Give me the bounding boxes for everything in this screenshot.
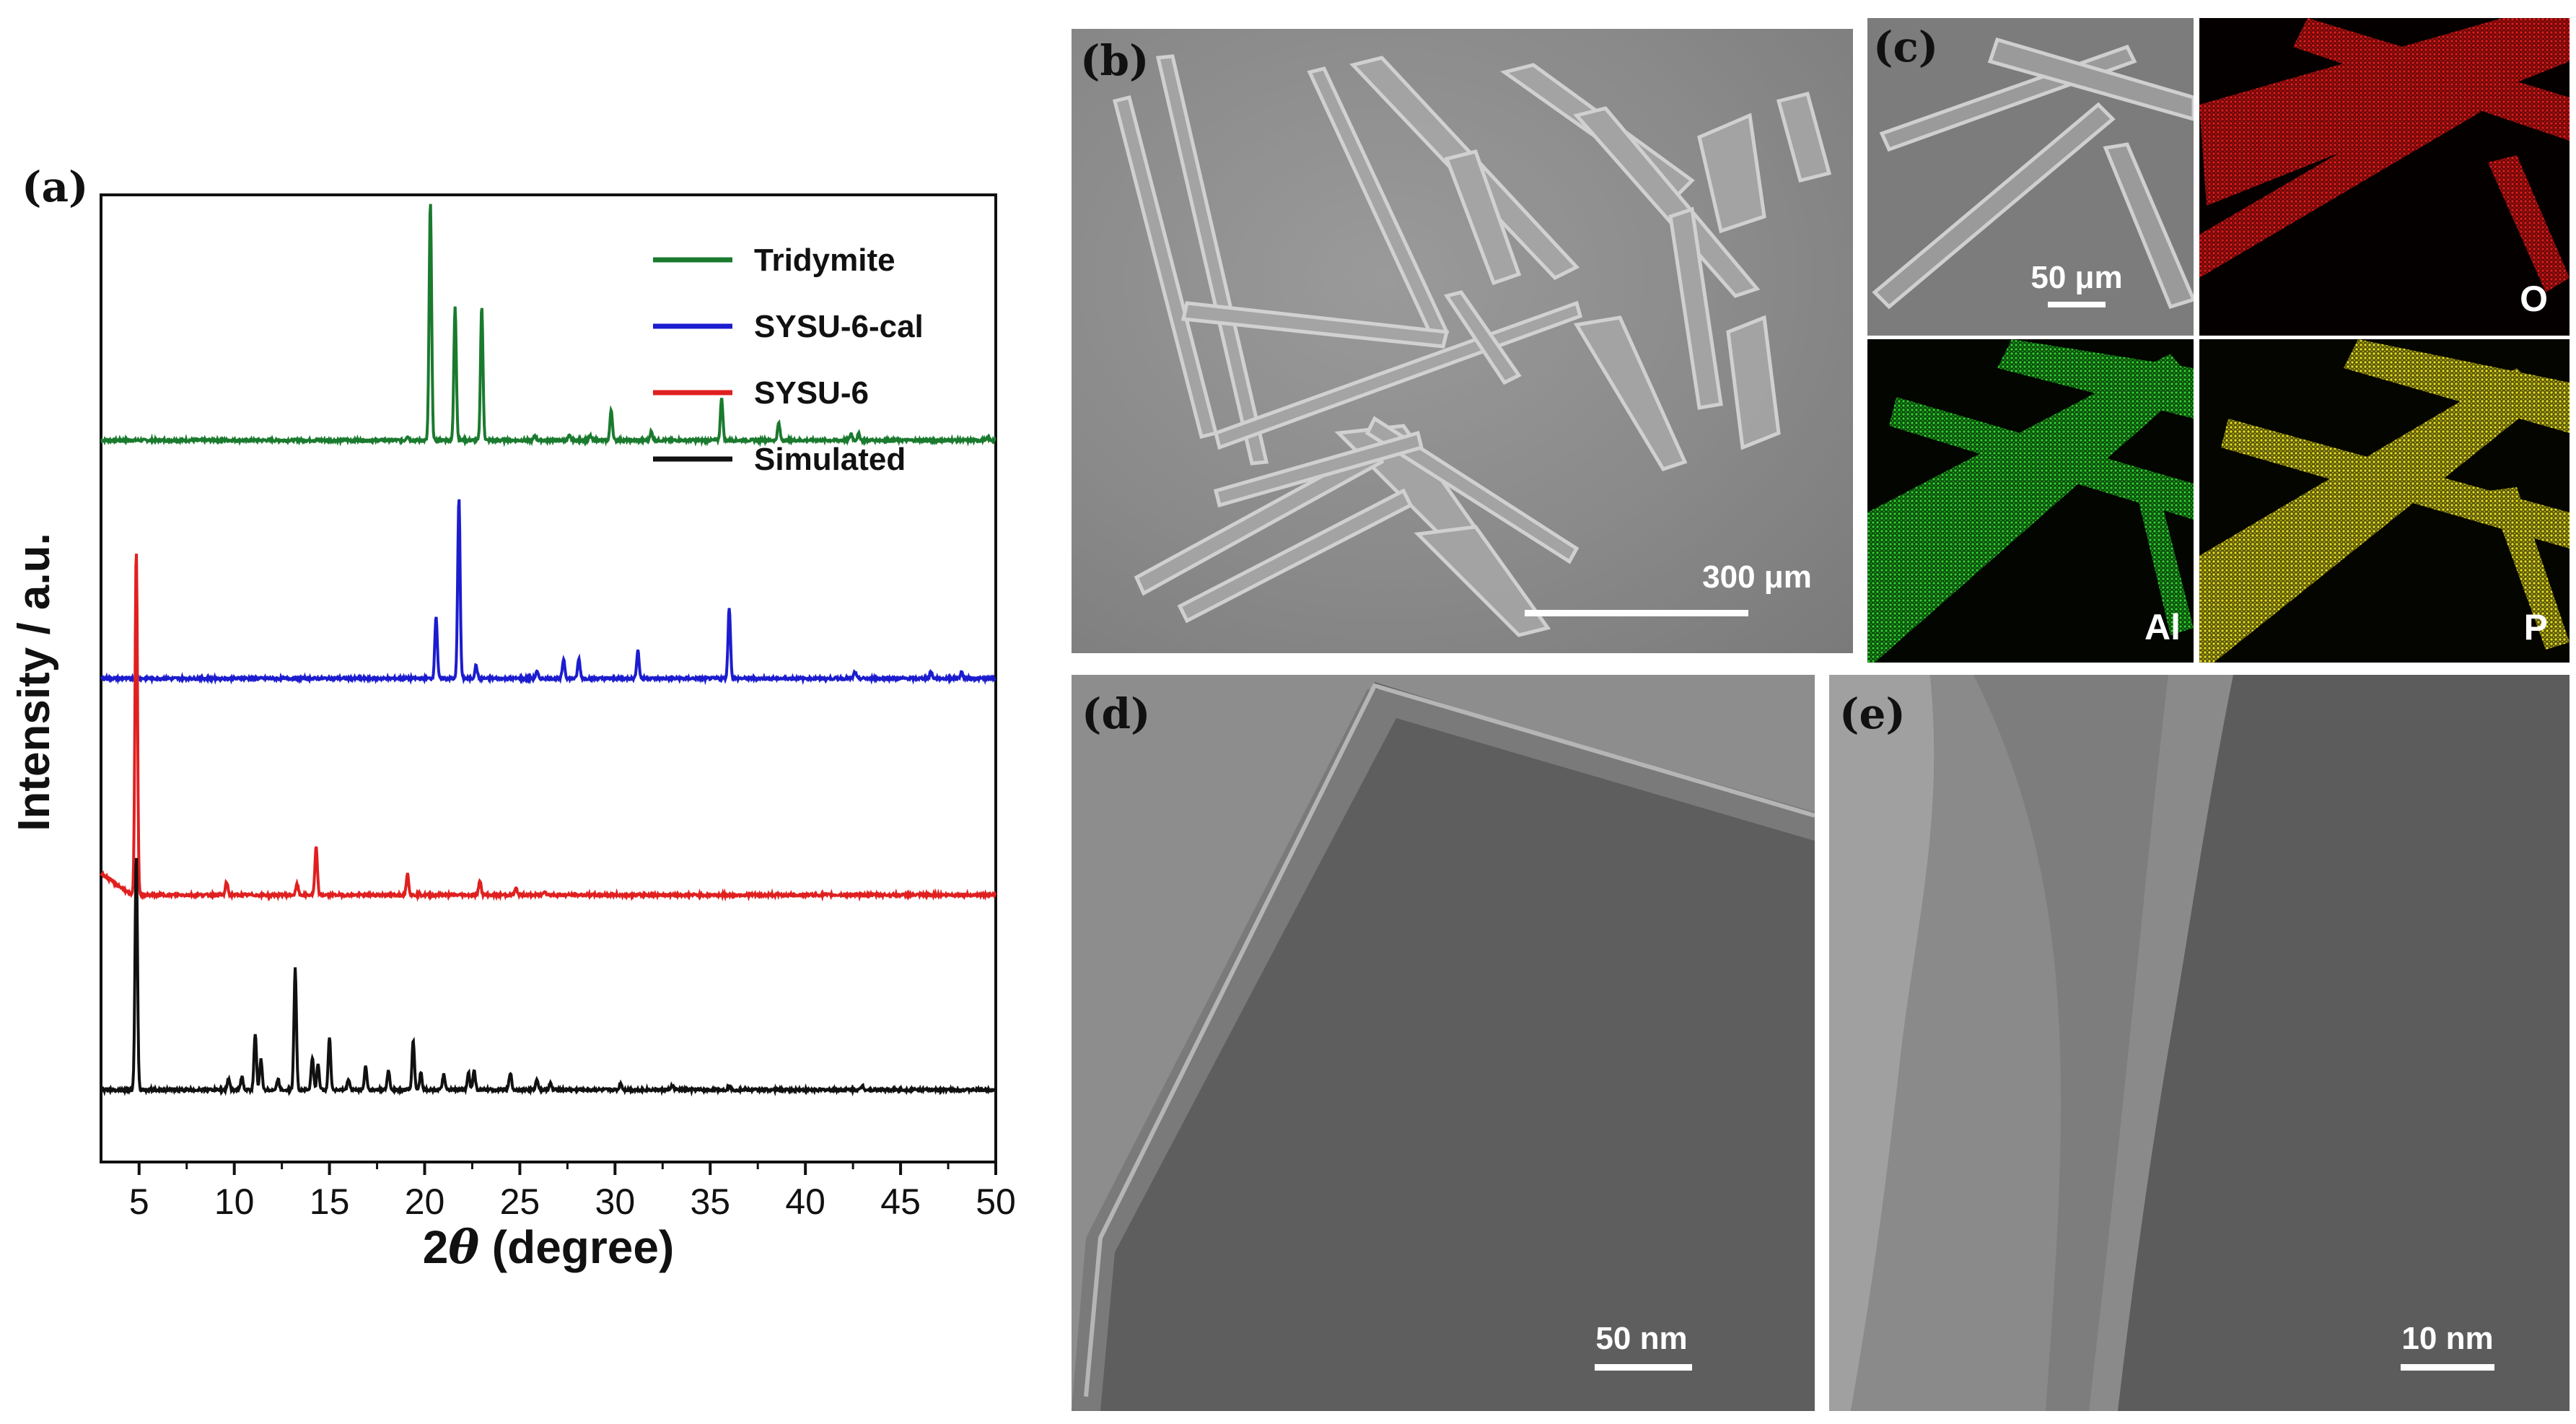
scale-bar-d	[1595, 1364, 1692, 1371]
eds-label-oxygen: O	[2520, 279, 2548, 319]
eds-map-phosphorus: P	[2199, 339, 2570, 663]
y-axis-label: Intensity / a.u.	[9, 533, 59, 831]
sem-image-panel: (b) 300 μm	[1072, 29, 1853, 653]
chart-ticks: 5 10 15 20 25 30 35 40 45 50	[129, 1162, 1016, 1222]
tem-d-graphic	[1072, 675, 1815, 1411]
x-tick-label: 25	[500, 1181, 540, 1222]
x-tick-label: 15	[310, 1181, 350, 1222]
tem-image-panel-d: (d) 50 nm	[1072, 675, 1815, 1411]
eds-label-aluminum: Al	[2145, 607, 2181, 647]
eds-map-oxygen: O	[2199, 18, 2570, 336]
sem-crystals-graphic	[1112, 54, 1832, 637]
eds-label-phosphorus: P	[2523, 607, 2548, 647]
xrd-chart: 5 10 15 20 25 30 35 40 45 50 Tridymite SYSU-6-cal S…	[9, 193, 1016, 1275]
oxygen-map-graphic	[2199, 18, 2570, 292]
panel-label-e: (e)	[1839, 689, 1906, 738]
chart-series	[100, 204, 997, 1097]
series-line-sysu-6-cal	[100, 499, 996, 686]
phosphorus-map-graphic	[2199, 339, 2570, 663]
eds-sem-panel: (c) 50 μm	[1867, 18, 2194, 336]
series-line-sysu-6	[100, 554, 997, 902]
x-tick-label: 40	[785, 1181, 825, 1222]
legend-entry: SYSU-6	[754, 375, 869, 411]
x-axis-label: 2θ (degree)	[423, 1220, 675, 1275]
chart-legend: Tridymite SYSU-6-cal SYSU-6 Simulated	[653, 243, 924, 477]
eds-map-aluminum: Al	[1867, 339, 2194, 663]
eds-sem-graphic	[1872, 37, 2194, 310]
x-tick-label: 5	[129, 1181, 149, 1222]
panel-label-b: (b)	[1080, 36, 1149, 85]
series-line-tridymite	[100, 204, 996, 447]
legend-entry: Tridymite	[754, 243, 895, 278]
tem-e-graphic	[1829, 675, 2570, 1411]
panel-label-a: (a)	[22, 162, 89, 211]
scale-bar-label-c: 50 μm	[2030, 260, 2123, 295]
panel-label-c: (c)	[1873, 22, 1939, 71]
x-tick-label: 30	[595, 1181, 636, 1222]
scale-bar-e	[2401, 1364, 2494, 1371]
scale-bar-c	[2048, 302, 2106, 307]
x-tick-label: 50	[976, 1181, 1016, 1222]
legend-entry: SYSU-6-cal	[754, 309, 924, 344]
x-tick-label: 20	[405, 1181, 445, 1222]
series-line-simulated	[100, 857, 997, 1097]
aluminum-map-graphic	[1867, 339, 2194, 663]
tem-image-panel-e: (e) 10 nm	[1829, 675, 2570, 1411]
x-tick-label: 10	[214, 1181, 255, 1222]
x-tick-label: 45	[880, 1181, 921, 1222]
x-tick-label: 35	[690, 1181, 730, 1222]
scale-bar-b	[1525, 610, 1748, 616]
scale-bar-label-e: 10 nm	[2401, 1321, 2494, 1356]
legend-entry: Simulated	[754, 442, 906, 477]
scale-bar-label-b: 300 μm	[1702, 559, 1812, 595]
scale-bar-label-d: 50 nm	[1595, 1321, 1688, 1356]
panel-label-d: (d)	[1082, 689, 1151, 738]
